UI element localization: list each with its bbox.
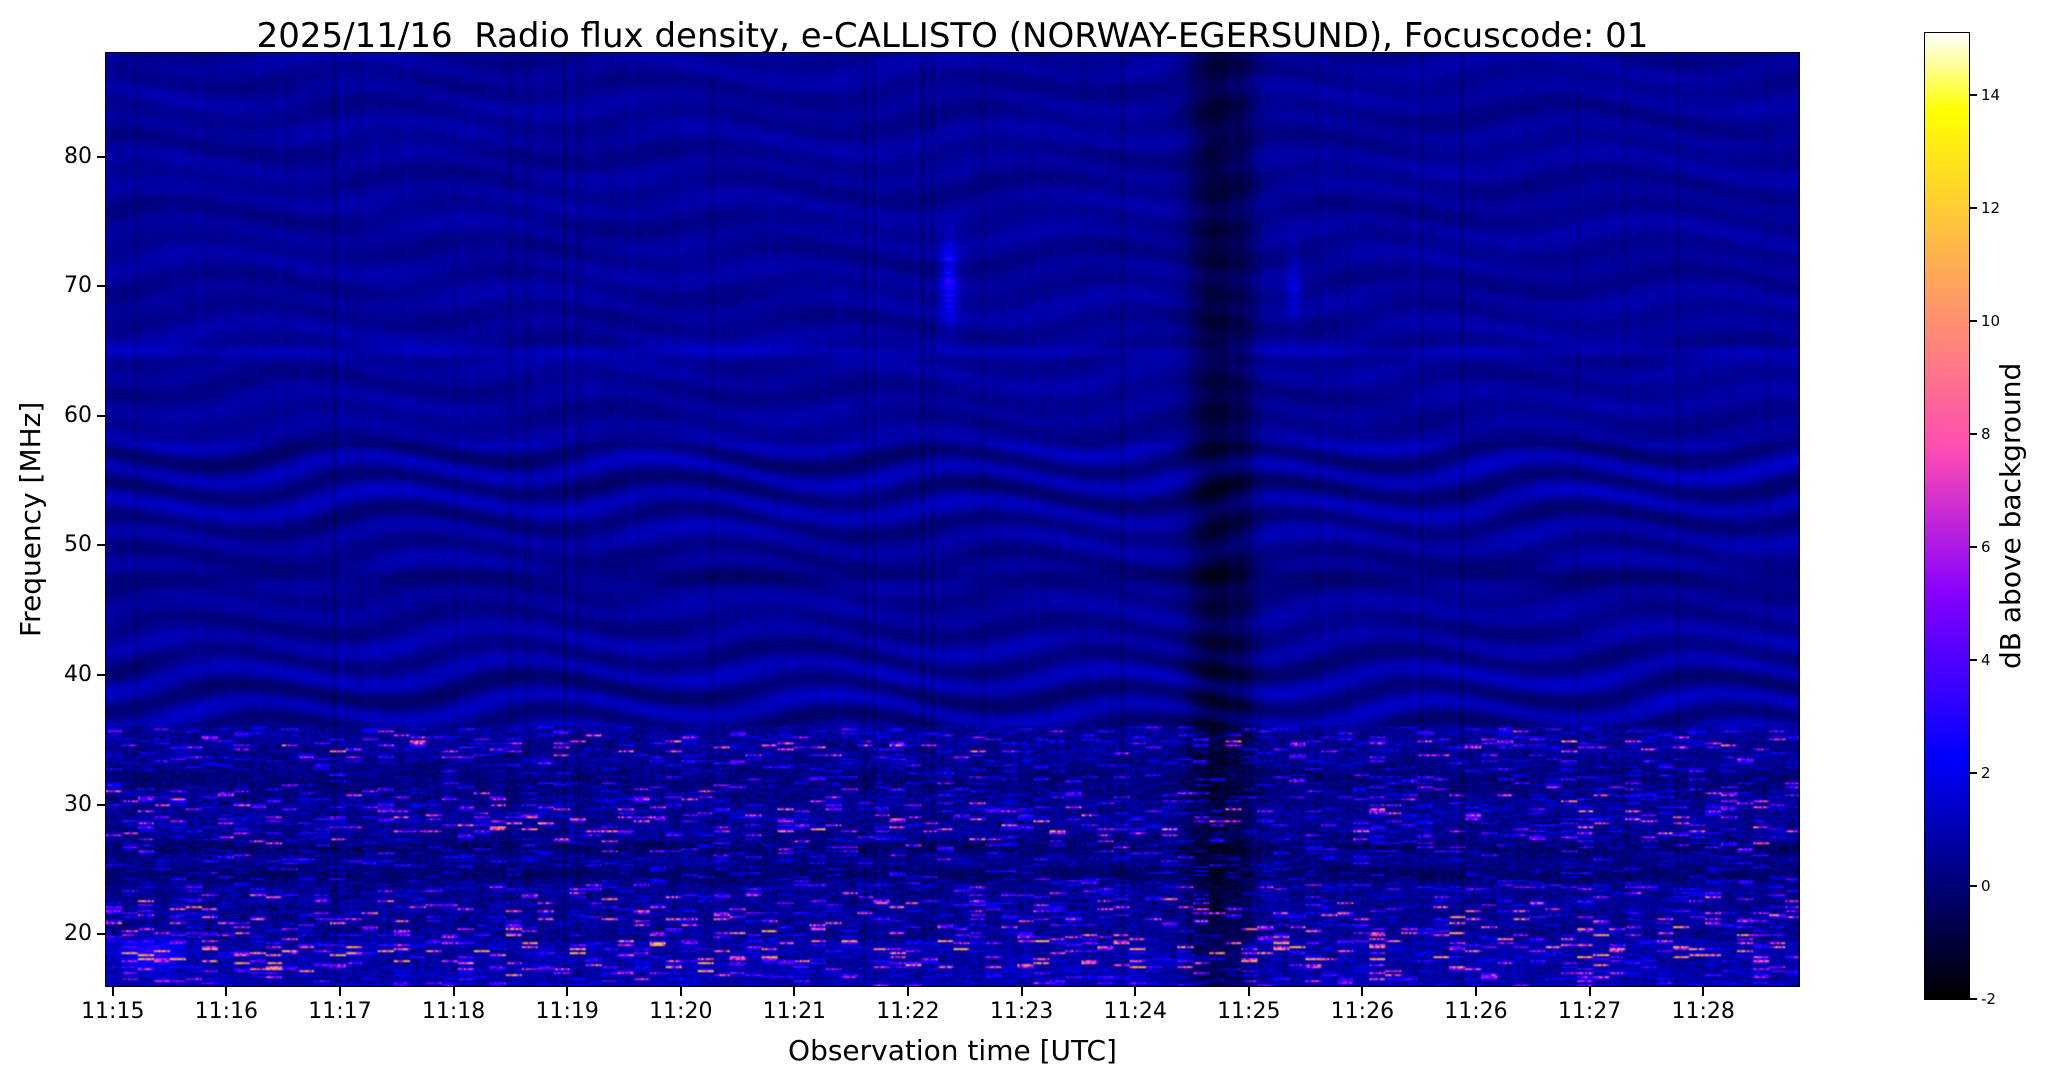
y-tick-mark bbox=[97, 155, 106, 158]
y-tick-mark bbox=[97, 803, 106, 806]
colorbar-tick-mark bbox=[1970, 320, 1977, 323]
y-tick-mark bbox=[97, 544, 106, 547]
colorbar-tick-label: 10 bbox=[1981, 312, 2001, 331]
y-tick-label: 70 bbox=[64, 273, 92, 299]
colorbar-tick-label: 8 bbox=[1981, 425, 1991, 444]
colorbar-tick-mark bbox=[1970, 433, 1977, 436]
x-tick-label: 11:25 bbox=[1217, 999, 1281, 1024]
colorbar-gradient bbox=[1925, 33, 1969, 999]
colorbar-tick-label: 2 bbox=[1981, 764, 1991, 783]
x-tick-label: 11:15 bbox=[81, 999, 145, 1024]
x-tick-label: 11:26 bbox=[1330, 999, 1395, 1024]
colorbar-tick-mark bbox=[1970, 94, 1977, 97]
x-axis-label: Observation time [UTC] bbox=[788, 1034, 1117, 1067]
y-tick-label: 20 bbox=[64, 921, 92, 947]
colorbar-tick-mark bbox=[1970, 546, 1977, 549]
x-tick-label: 11:28 bbox=[1671, 999, 1735, 1024]
plot-area bbox=[105, 52, 1800, 987]
x-tick-label: 11:23 bbox=[989, 999, 1054, 1024]
x-tick-mark bbox=[1361, 987, 1364, 996]
colorbar-tick-label: 6 bbox=[1981, 538, 1991, 557]
y-tick-label: 50 bbox=[64, 532, 92, 558]
x-tick-label: 11:21 bbox=[762, 999, 827, 1024]
x-tick-mark bbox=[1474, 987, 1477, 996]
x-tick-label: 11:27 bbox=[1557, 999, 1622, 1024]
spectrogram-heatmap bbox=[106, 53, 1799, 986]
x-tick-mark bbox=[338, 987, 341, 996]
colorbar-tick-label: 12 bbox=[1981, 199, 2001, 218]
colorbar-tick-label: 4 bbox=[1981, 651, 1991, 670]
x-tick-label: 11:18 bbox=[421, 999, 486, 1024]
y-tick-mark bbox=[97, 674, 106, 676]
x-tick-mark bbox=[1247, 987, 1250, 996]
x-tick-mark bbox=[1134, 987, 1137, 996]
x-tick-label: 11:22 bbox=[876, 999, 940, 1024]
chart-title: 2025/11/16 Radio flux density, e-CALLIST… bbox=[256, 16, 1649, 56]
x-tick-mark bbox=[452, 987, 455, 996]
x-tick-mark bbox=[1588, 987, 1591, 996]
y-tick-mark bbox=[97, 414, 106, 417]
colorbar-label: dB above background bbox=[1994, 362, 2027, 670]
colorbar bbox=[1924, 32, 1970, 1000]
x-tick-mark bbox=[1020, 987, 1023, 996]
x-tick-mark bbox=[679, 987, 682, 996]
x-tick-label: 11:20 bbox=[649, 999, 713, 1024]
y-tick-mark bbox=[97, 285, 106, 288]
y-tick-mark bbox=[97, 933, 106, 936]
x-tick-label: 11:26 bbox=[1444, 999, 1508, 1024]
colorbar-tick-mark bbox=[1970, 885, 1977, 888]
y-axis-label: Frequency [MHz] bbox=[14, 401, 47, 638]
y-tick-label: 30 bbox=[64, 791, 92, 817]
x-tick-mark bbox=[111, 987, 114, 996]
x-tick-mark bbox=[1702, 987, 1705, 996]
x-tick-label: 11:16 bbox=[194, 999, 259, 1024]
y-tick-label: 40 bbox=[64, 662, 92, 687]
colorbar-tick-label: 14 bbox=[1981, 86, 2001, 105]
x-tick-mark bbox=[566, 987, 569, 996]
colorbar-tick-mark bbox=[1970, 659, 1977, 662]
x-tick-label: 11:19 bbox=[535, 999, 599, 1024]
colorbar-tick-label: 0 bbox=[1981, 877, 1991, 896]
colorbar-tick-label: -2 bbox=[1981, 990, 1996, 1008]
x-tick-mark bbox=[906, 987, 909, 996]
x-tick-label: 11:17 bbox=[308, 999, 372, 1024]
colorbar-tick-mark bbox=[1970, 772, 1977, 775]
x-tick-label: 11:24 bbox=[1103, 999, 1167, 1024]
x-tick-mark bbox=[793, 987, 796, 996]
x-tick-mark bbox=[225, 987, 228, 996]
colorbar-tick-mark bbox=[1970, 207, 1977, 210]
y-tick-label: 80 bbox=[64, 143, 92, 169]
colorbar-tick-mark bbox=[1970, 998, 1977, 1000]
y-tick-label: 60 bbox=[64, 402, 92, 428]
